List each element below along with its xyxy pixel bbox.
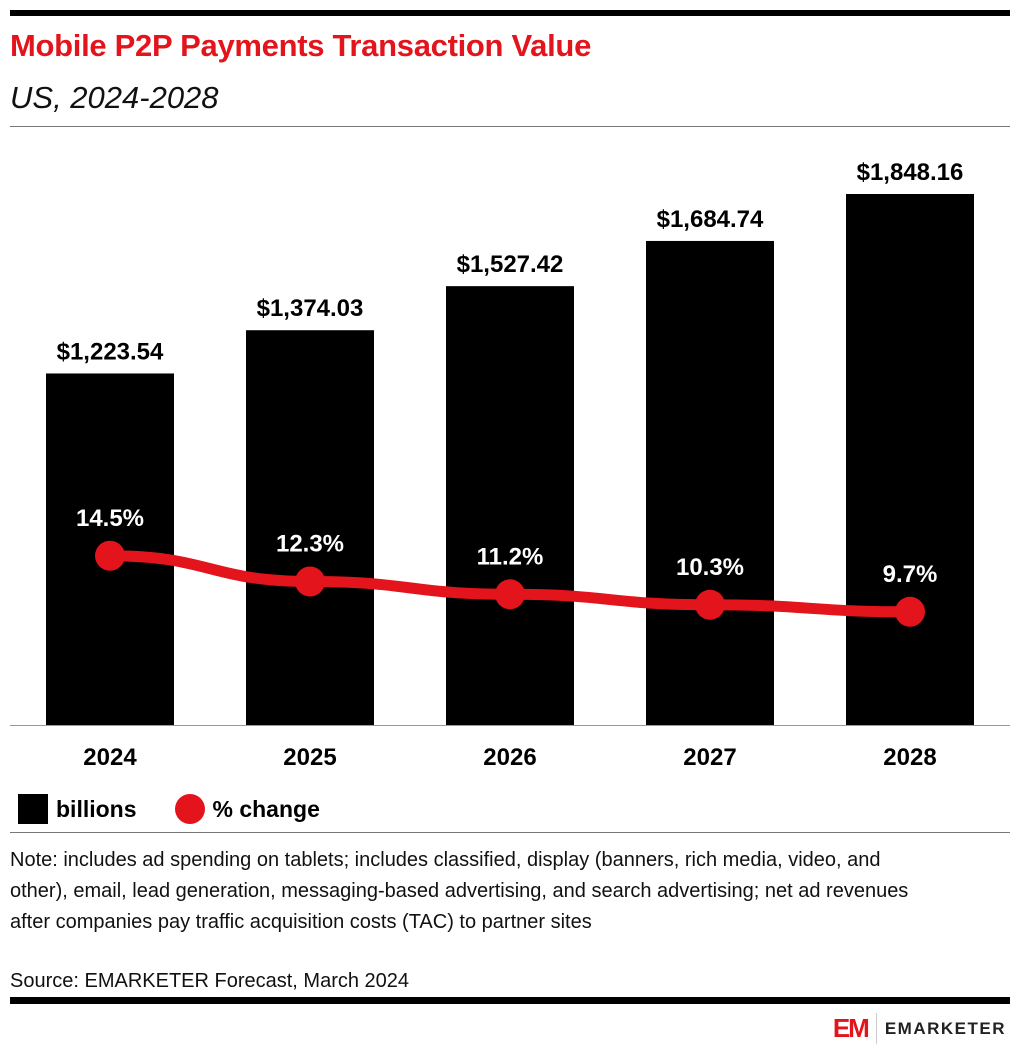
line-point <box>495 579 525 610</box>
note: Note: includes ad spending on tablets; i… <box>10 849 909 933</box>
line-value-label: 14.5% <box>76 505 144 532</box>
line-point <box>895 596 925 627</box>
bar-value-label: $1,223.54 <box>57 338 164 365</box>
divider <box>10 126 1010 127</box>
bar <box>446 286 574 725</box>
x-tick-label: 2028 <box>883 744 936 771</box>
x-tick-label: 2027 <box>683 744 736 771</box>
bottom-rule <box>10 997 1010 1004</box>
bar-value-label: $1,527.42 <box>457 251 564 278</box>
legend: billions % change <box>18 794 320 824</box>
chart-subtitle: US, 2024-2028 <box>10 80 219 115</box>
logo-name: EMARKETER <box>884 1018 1006 1038</box>
bar <box>846 194 974 725</box>
chart-area: $1,223.54 2024 $1,374.03 2025 $1,527.42 2026 $… <box>10 159 1010 771</box>
legend-line-swatch <box>174 794 205 824</box>
bar <box>246 330 374 725</box>
line-value-label: 10.3% <box>676 554 744 581</box>
emarketer-logo: EM EMARKETER <box>833 1013 1006 1044</box>
legend-bar-label: billions <box>56 795 137 822</box>
line-value-label: 11.2% <box>477 543 544 570</box>
source: Source: EMARKETER Forecast, March 2024 <box>10 970 410 992</box>
bar-value-label: $1,848.16 <box>857 159 964 186</box>
bar <box>646 240 774 726</box>
line-point <box>95 540 125 571</box>
divider <box>10 832 1010 833</box>
top-rule <box>10 10 1010 16</box>
bar-value-label: $1,374.03 <box>257 295 364 322</box>
legend-bar-swatch <box>18 794 48 824</box>
x-tick-label: 2026 <box>483 744 536 771</box>
line-point <box>295 566 325 597</box>
logo-mark: EM <box>833 1013 877 1044</box>
x-tick-label: 2024 <box>83 744 137 771</box>
chart-title: Mobile P2P Payments Transaction Value <box>10 28 592 63</box>
line-value-label: 9.7% <box>883 561 938 588</box>
x-tick-label: 2025 <box>283 744 336 771</box>
bar-value-label: $1,684.74 <box>657 206 764 233</box>
line-value-label: 12.3% <box>276 530 344 557</box>
legend-line-label: % change <box>212 795 320 822</box>
line-point <box>695 589 725 620</box>
